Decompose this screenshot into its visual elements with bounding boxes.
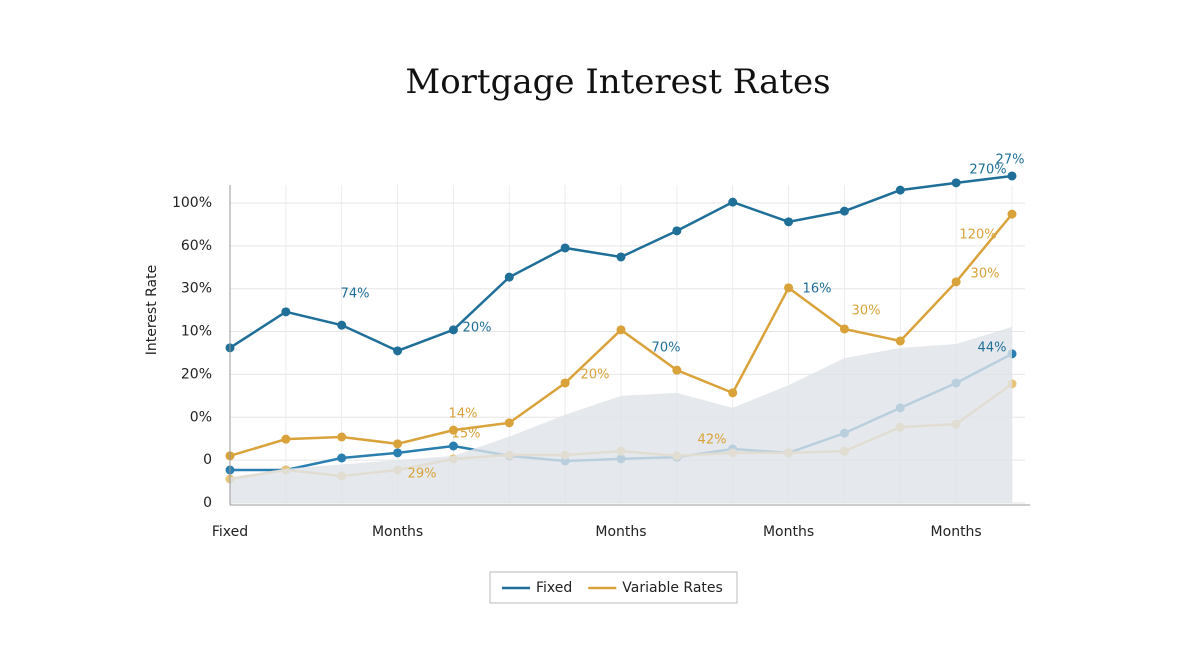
point bbox=[839, 206, 849, 216]
annotation: 30% bbox=[971, 267, 1000, 282]
point bbox=[895, 336, 905, 346]
point bbox=[448, 325, 458, 335]
point bbox=[951, 178, 961, 188]
annotation: 70% bbox=[652, 341, 681, 356]
annotation: 27% bbox=[996, 153, 1025, 168]
x-tick-label: Months bbox=[372, 524, 423, 540]
y-tick-label: 10% bbox=[181, 324, 212, 340]
annotation: 44% bbox=[978, 341, 1007, 356]
annotation: 15% bbox=[452, 427, 481, 442]
annotation: 30% bbox=[852, 304, 881, 319]
point bbox=[895, 185, 905, 195]
point bbox=[448, 425, 458, 435]
annotation: 74% bbox=[341, 287, 370, 302]
point bbox=[784, 283, 794, 293]
point bbox=[951, 277, 961, 287]
x-tick-label: Months bbox=[595, 524, 646, 540]
point bbox=[1007, 171, 1017, 181]
point bbox=[839, 324, 849, 334]
x-tick-label: Months bbox=[763, 524, 814, 540]
annotation: 16% bbox=[803, 282, 832, 297]
y-tick-label: 30% bbox=[181, 281, 212, 297]
point bbox=[337, 320, 347, 330]
point bbox=[672, 226, 682, 236]
point bbox=[784, 217, 794, 227]
point bbox=[504, 418, 514, 428]
chart-title: Mortgage Interest Rates bbox=[405, 62, 830, 102]
point bbox=[393, 346, 403, 356]
point bbox=[672, 365, 682, 375]
legend-label: Variable Rates bbox=[622, 580, 723, 596]
annotation: 270% bbox=[969, 163, 1006, 178]
annotation: 20% bbox=[581, 368, 610, 383]
y-tick-label: 0% bbox=[190, 409, 212, 425]
x-tick-label: Fixed bbox=[212, 524, 248, 540]
annotation: 20% bbox=[463, 321, 492, 336]
point bbox=[1007, 209, 1017, 219]
point bbox=[281, 434, 291, 444]
y-tick-label: 0 bbox=[203, 452, 212, 468]
point bbox=[337, 453, 347, 463]
area bbox=[230, 326, 1012, 503]
point bbox=[393, 448, 403, 458]
annotation: 14% bbox=[449, 407, 478, 422]
x-tick-label: Months bbox=[931, 524, 982, 540]
y-tick-label: 0 bbox=[203, 495, 212, 511]
point bbox=[560, 378, 570, 388]
y-tick-label: 20% bbox=[181, 366, 212, 382]
point bbox=[560, 243, 570, 253]
annotation: 42% bbox=[698, 433, 727, 448]
point bbox=[448, 441, 458, 451]
point bbox=[728, 197, 738, 207]
point bbox=[504, 272, 514, 282]
point bbox=[728, 388, 738, 398]
annotation: 29% bbox=[408, 467, 437, 482]
point bbox=[337, 432, 347, 442]
point bbox=[616, 252, 626, 262]
point bbox=[616, 325, 626, 335]
point bbox=[281, 307, 291, 317]
y-tick-label: 60% bbox=[181, 238, 212, 254]
y-tick-label: 100% bbox=[172, 195, 212, 211]
legend-label: Fixed bbox=[536, 580, 572, 596]
point bbox=[393, 439, 403, 449]
annotation: 120% bbox=[959, 228, 996, 243]
y-axis-title: Interest Rate bbox=[144, 265, 160, 356]
